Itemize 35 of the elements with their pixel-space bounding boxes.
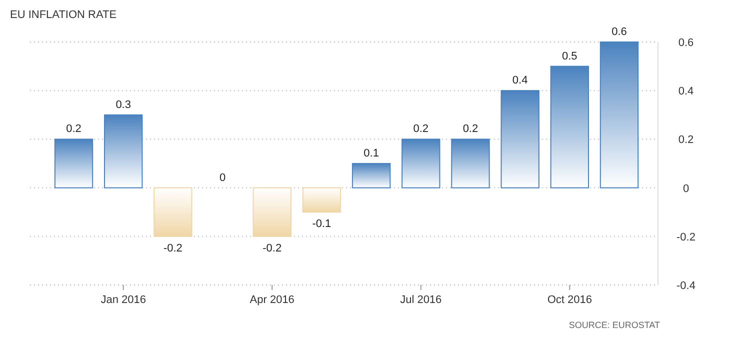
data-label: 0 — [219, 172, 226, 184]
y-tick-label: 0.4 — [678, 86, 694, 98]
bar — [302, 187, 342, 213]
bar — [500, 90, 540, 188]
y-tick-label: -0.2 — [676, 231, 696, 244]
bar — [54, 138, 94, 188]
data-label: 0.1 — [364, 148, 379, 160]
bar — [402, 138, 440, 188]
data-label: 0.2 — [413, 123, 429, 136]
data-label: 0.3 — [116, 98, 131, 111]
y-tick-label: -0.4 — [676, 280, 696, 292]
source-note: SOURCE: EUROSTAT — [568, 320, 660, 330]
data-label: 0.6 — [612, 26, 627, 38]
x-tick-label: Jan 2016 — [100, 294, 146, 306]
data-label: -0.1 — [312, 218, 332, 230]
chart-title: EU INFLATION RATE — [10, 9, 117, 21]
data-label: 0.2 — [66, 123, 82, 136]
x-tick-label: Apr 2016 — [250, 294, 294, 306]
bar — [154, 187, 192, 237]
bar — [451, 138, 490, 188]
data-label: 0.4 — [512, 74, 528, 87]
bar — [104, 114, 143, 188]
data-label: 0.5 — [562, 50, 578, 62]
bar — [252, 187, 292, 237]
y-tick-label: 0 — [682, 182, 690, 195]
data-label: -0.2 — [262, 242, 282, 254]
x-tick-label: Oct 2016 — [547, 294, 592, 306]
y-tick-label: 0.2 — [678, 134, 694, 146]
bar — [600, 42, 639, 188]
data-label: -0.2 — [163, 242, 182, 254]
bar — [352, 163, 391, 188]
y-tick-label: 0.6 — [678, 37, 694, 49]
data-label: 0.2 — [462, 123, 478, 136]
bar — [550, 66, 589, 188]
x-tick-label: Jul 2016 — [400, 294, 442, 306]
